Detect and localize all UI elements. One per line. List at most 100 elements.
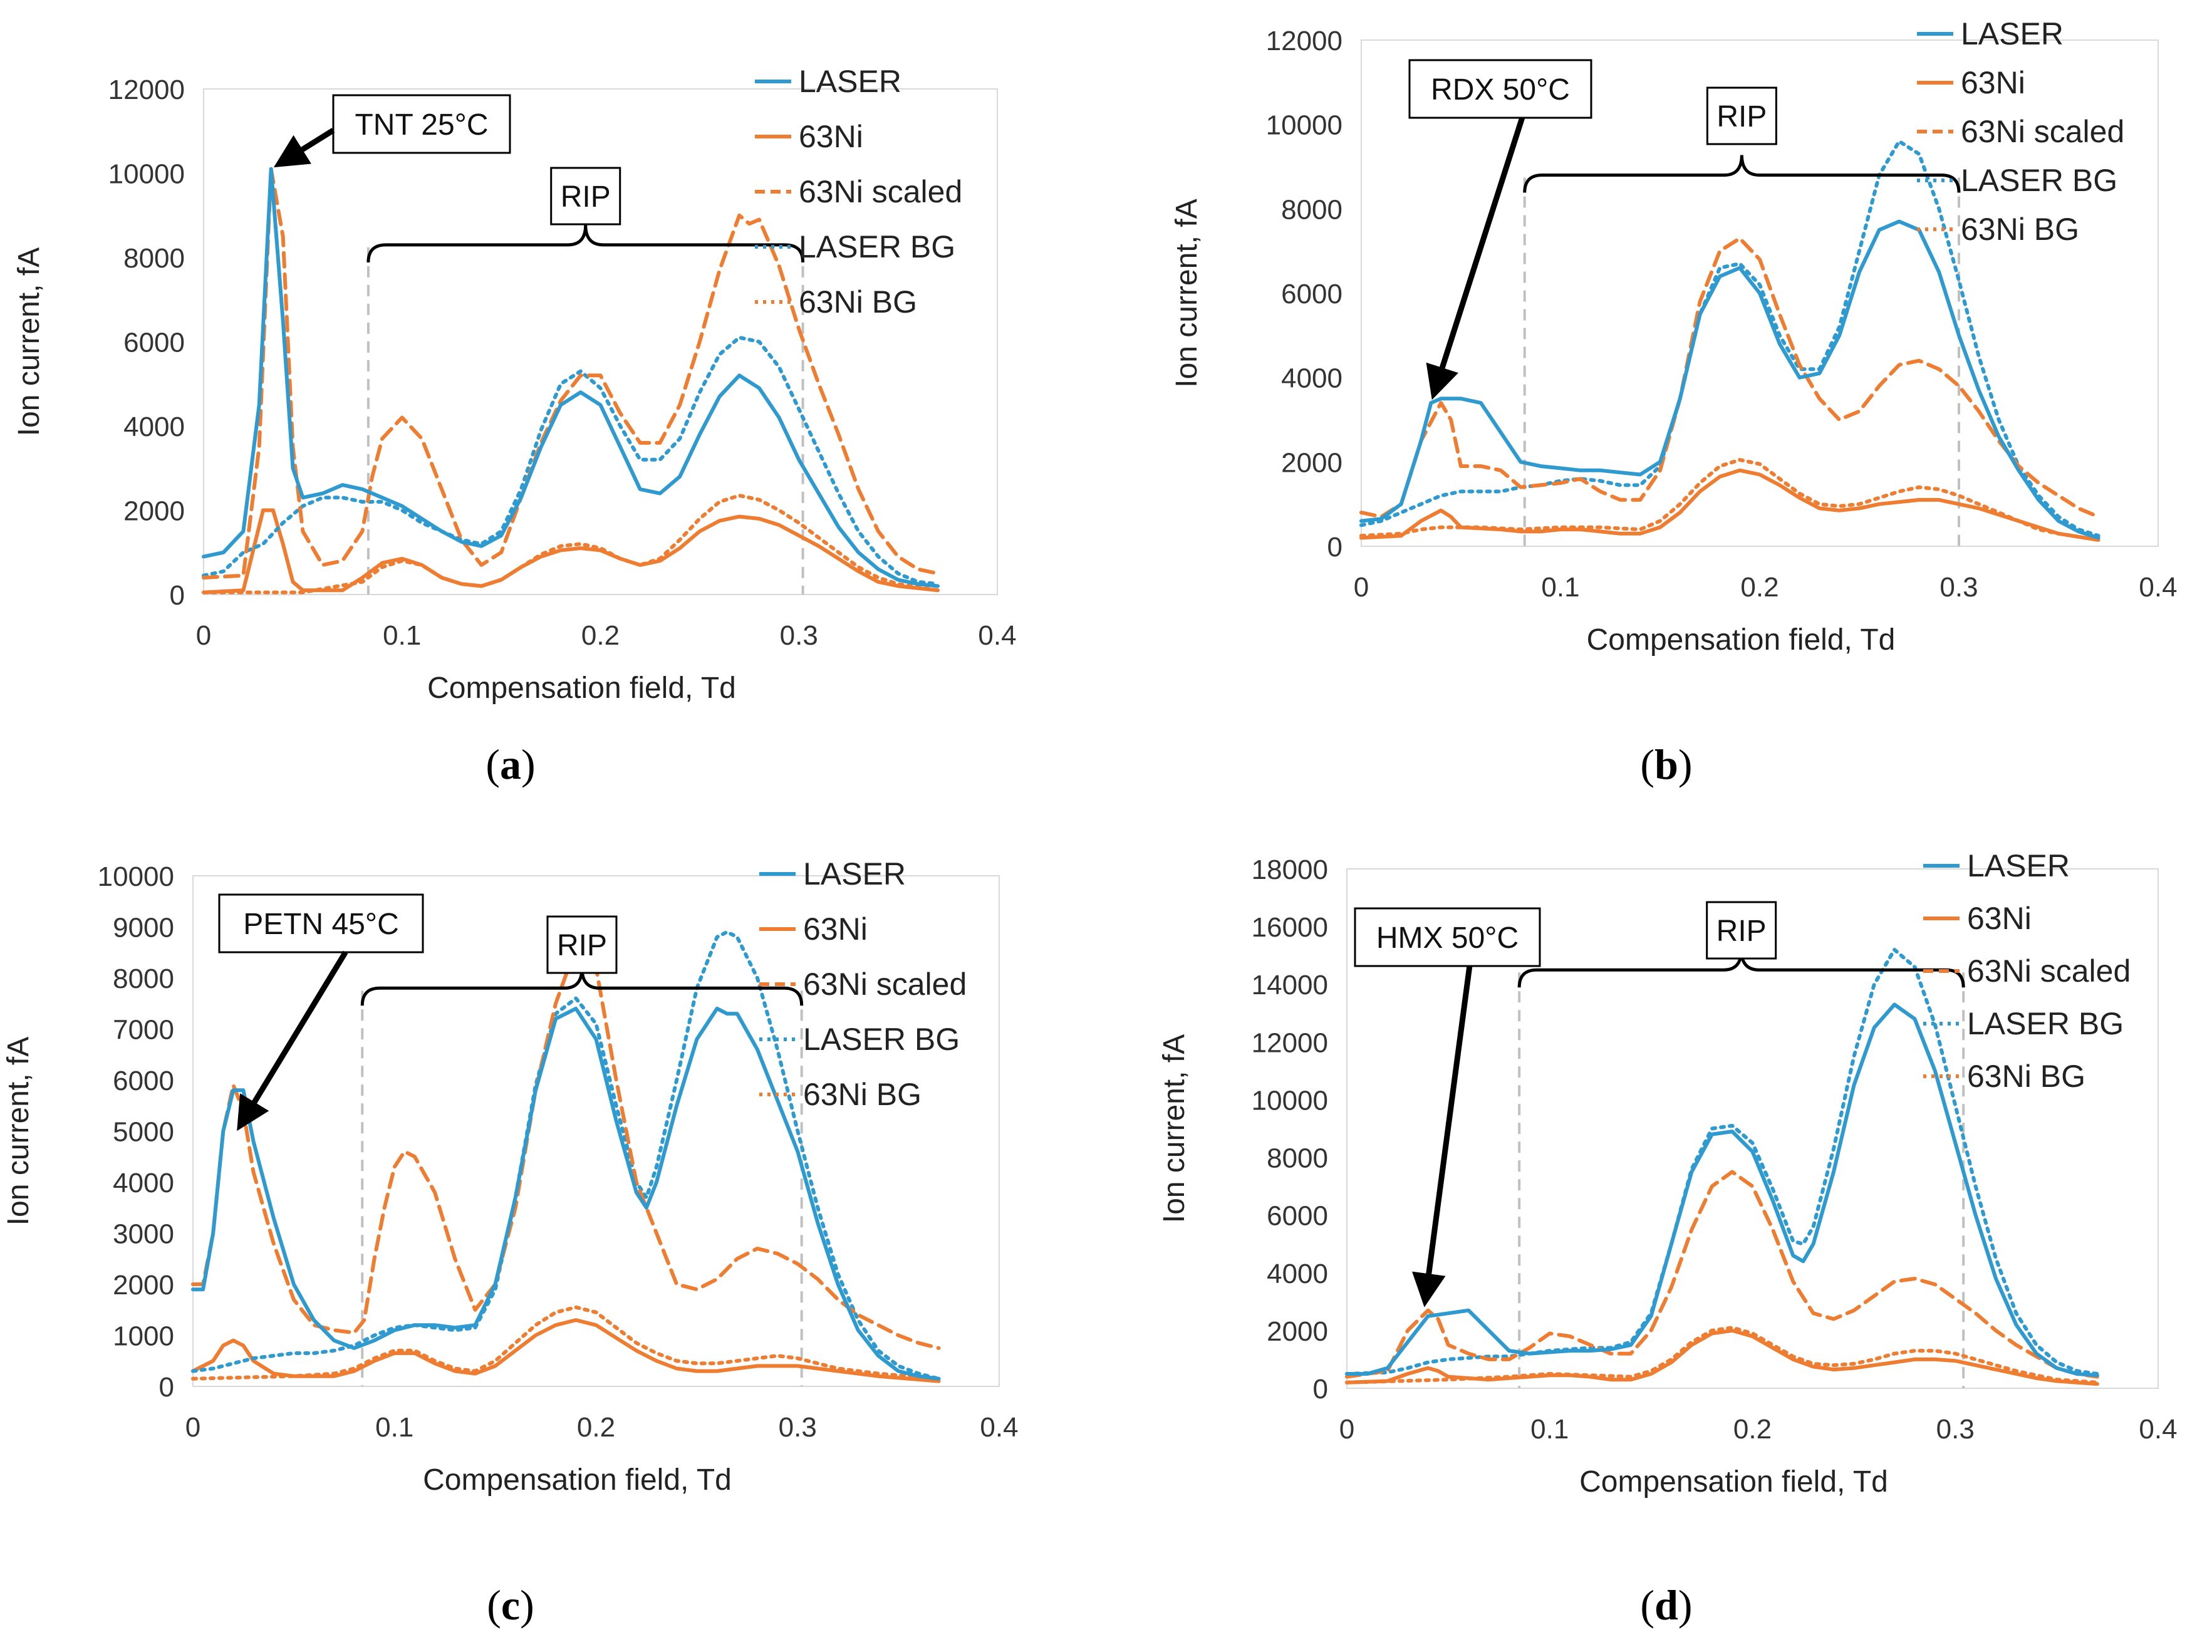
y-tick-label: 4000: [123, 412, 185, 442]
y-tick-label: 6000: [123, 328, 185, 358]
panel-caption-letter: d: [1654, 1581, 1678, 1629]
y-tick-label: 5000: [113, 1117, 174, 1148]
panel-caption: (d): [1640, 1581, 1692, 1629]
chart-panel-b: 0 2000 4000 6000 8000 10000 12000 0 0.1 0.2 0.3 0.4…: [1170, 16, 2178, 788]
annotation-label: TNT 25°C: [355, 108, 488, 142]
y-tick-label: 2000: [1267, 1316, 1328, 1347]
y-tick-label: 2000: [123, 496, 185, 527]
x-tick-label: 0.1: [375, 1412, 413, 1443]
x-axis-label: Compensation field, Td: [427, 672, 736, 705]
y-tick-label: 0: [159, 1372, 174, 1403]
annotation-arrow: [1412, 965, 1473, 1307]
y-tick-label: 12000: [108, 75, 185, 105]
annotation-box: [1354, 907, 1541, 967]
y-tick-label: 2000: [113, 1270, 174, 1301]
annotation-box: [332, 94, 511, 154]
legend: LASER 63Ni 63Ni scaled LASER BG 63Ni BG: [1917, 16, 2124, 247]
legend-label-63ni-bg: 63Ni BG: [803, 1077, 922, 1112]
y-tick-label: 10000: [108, 159, 185, 190]
y-tick-label: 0: [1313, 1374, 1328, 1405]
legend-label-laser-bg: LASER BG: [803, 1022, 960, 1057]
series-line-63ni: [1359, 468, 2100, 542]
legend: LASER 63Ni 63Ni scaled LASER BG 63Ni BG: [1923, 848, 2131, 1094]
x-tick-label: 0.2: [577, 1412, 615, 1443]
legend-label-63ni-scaled: 63Ni scaled: [1961, 114, 2124, 149]
y-tick-label: 3000: [113, 1219, 174, 1250]
y-tick-label: 0: [170, 580, 185, 611]
chart-panel-c: 0 1000 2000 3000 4000 5000 6000 7000 8000 9000 100…: [2, 856, 1019, 1629]
series-line-laser-bg: [202, 335, 940, 586]
legend-label-63ni-scaled: 63Ni scaled: [1967, 953, 2131, 989]
x-tick-label: 0.4: [2139, 572, 2177, 603]
series-line-laser: [202, 167, 940, 588]
annotation-box: [1408, 59, 1592, 119]
y-axis-label: Ion current, fA: [1170, 199, 1203, 387]
series-line-63ni: [1345, 1328, 2099, 1386]
x-tick-label: 0: [1339, 1414, 1354, 1445]
panel-caption-letter: c: [501, 1581, 520, 1629]
annotation-box: [218, 893, 424, 953]
plot-area: [192, 875, 1000, 1387]
y-tick-label: 14000: [1252, 970, 1328, 1000]
annotation-label: RDX 50°C: [1431, 73, 1570, 106]
y-tick-label: 6000: [113, 1066, 174, 1096]
y-tick-label: 12000: [1252, 1027, 1328, 1058]
rip-label-box: [550, 167, 621, 226]
y-tick-label: 6000: [1281, 279, 1342, 309]
y-tick-label: 4000: [1281, 363, 1342, 394]
y-tick-label: 6000: [1267, 1201, 1328, 1232]
legend-label-63ni: 63Ni: [1961, 65, 2025, 100]
rip-label: RIP: [557, 929, 607, 962]
legend-label-laser-bg: LASER BG: [1967, 1006, 2124, 1041]
y-tick-label: 10000: [1252, 1085, 1328, 1116]
legend-label-63ni: 63Ni: [803, 912, 868, 947]
x-tick-label: 0.2: [1733, 1414, 1772, 1445]
y-axis-label: Ion current, fA: [13, 247, 46, 436]
series-line-laser: [1359, 219, 2100, 540]
legend-label-laser: LASER: [803, 856, 906, 891]
series-line-laser-bg: [191, 930, 941, 1381]
plot-area: [203, 88, 998, 595]
y-axis-label: Ion current, fA: [2, 1037, 35, 1225]
y-tick-label: 16000: [1252, 912, 1328, 943]
rip-label-box: [1706, 901, 1777, 960]
series-line-63ni-bg: [1359, 458, 2100, 542]
y-axis-label: Ion current, fA: [1158, 1034, 1191, 1223]
plot-area: [1361, 39, 2159, 547]
annotation-arrow: [1426, 117, 1525, 400]
series-line-63ni-scaled: [202, 167, 940, 580]
annotation-label: PETN 45°C: [243, 908, 399, 941]
x-tick-label: 0.4: [980, 1412, 1018, 1443]
legend-label-63ni: 63Ni: [799, 119, 863, 154]
x-tick-label: 0.1: [1541, 572, 1579, 603]
series-line-63ni-scaled: [1345, 1170, 2099, 1379]
x-tick-label: 0: [185, 1412, 200, 1443]
series-line-63ni-scaled: [1359, 236, 2100, 519]
rip-label: RIP: [1716, 915, 1767, 948]
annotation-label: HMX 50°C: [1376, 922, 1519, 955]
y-tick-label: 10000: [1266, 110, 1342, 141]
rip-brace: [366, 224, 805, 262]
x-tick-label: 0.1: [1530, 1414, 1569, 1445]
series-line-laser: [191, 1006, 941, 1381]
x-tick-label: 0.3: [780, 620, 818, 651]
series-line-63ni-bg: [191, 1305, 941, 1381]
y-tick-label: 18000: [1252, 855, 1328, 885]
y-tick-label: 10000: [98, 861, 174, 892]
x-tick-label: 0.3: [1936, 1414, 1975, 1445]
y-tick-label: 0: [1327, 532, 1342, 563]
legend-label-63ni-bg: 63Ni BG: [1967, 1059, 2085, 1094]
x-tick-label: 0.4: [978, 620, 1016, 651]
x-tick-label: 0: [196, 620, 211, 651]
rip-label: RIP: [561, 180, 611, 214]
chart-panel-a: 0 2000 4000 6000 8000 10000 12000 0 0.1 0.2 0.3 0.4…: [13, 64, 1017, 788]
rip-label-box: [1706, 86, 1777, 145]
series-line-63ni: [202, 508, 940, 595]
y-tick-label: 12000: [1266, 26, 1342, 56]
panel-caption-letter: b: [1654, 740, 1678, 788]
y-tick-label: 8000: [113, 964, 174, 994]
rip-label-box: [546, 915, 618, 974]
rip-brace: [1523, 155, 1961, 193]
series-line-63ni: [191, 1318, 941, 1383]
